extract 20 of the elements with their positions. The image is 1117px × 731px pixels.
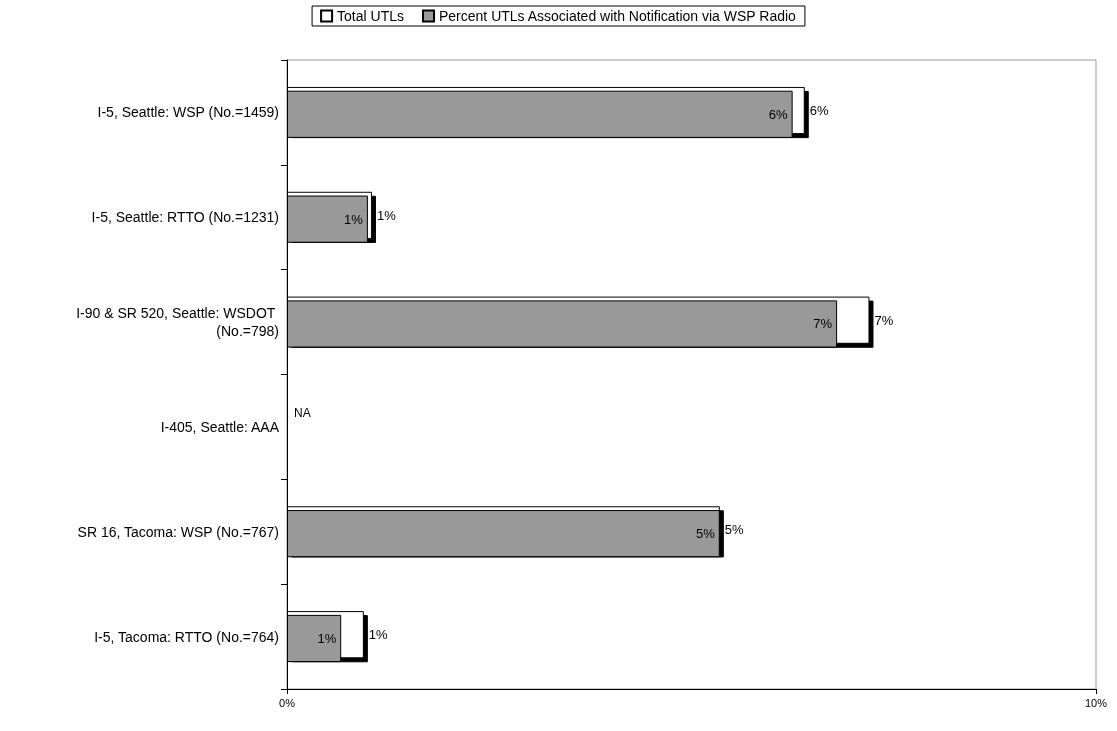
y-tick-label: I-5, Seattle: RTTO (No.=1231)	[91, 209, 279, 226]
data-label: 1%	[376, 207, 397, 223]
data-label: 7%	[813, 316, 833, 332]
y-tick-label: I-5, Tacoma: RTTO (No.=764)	[94, 628, 279, 645]
data-label: 1%	[368, 627, 389, 643]
y-tick-label: I-90 & SR 520, Seattle: WSDOT (No.=798)	[76, 305, 279, 340]
x-tick-label: 0%	[279, 696, 296, 709]
data-label: 6%	[809, 103, 829, 119]
x-tick-label: 10%	[1084, 696, 1108, 709]
data-label: 5%	[696, 526, 716, 542]
y-tick-label: SR 16, Tacoma: WSP (No.=767)	[77, 523, 279, 540]
data-label: 1%	[317, 630, 337, 646]
data-label: 6%	[768, 106, 789, 122]
data-label: 7%	[874, 312, 894, 328]
y-tick-label: I-5, Seattle: WSP (No.=1459)	[97, 104, 279, 121]
legend-label: Percent UTLs Associated with Notification via WSP Radio	[438, 8, 797, 24]
annotation: NA	[294, 405, 311, 420]
data-label: 5%	[724, 522, 745, 538]
legend-label: Total UTLs	[337, 8, 405, 24]
y-tick-label: I-405, Seattle: AAA	[160, 418, 280, 435]
